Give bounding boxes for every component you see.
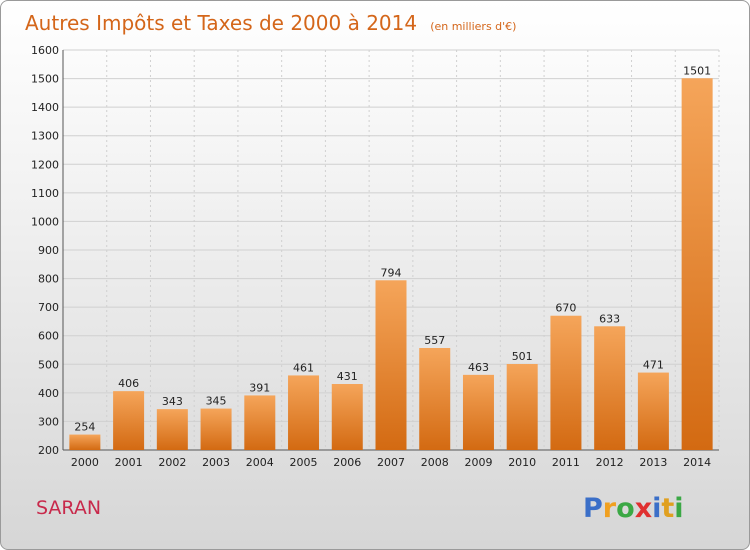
x-tick-label: 2009: [464, 456, 492, 469]
x-tick-label: 2011: [552, 456, 580, 469]
logo-letter: t: [661, 493, 674, 524]
y-tick-label: 1500: [31, 73, 59, 86]
x-tick-label: 2000: [71, 456, 99, 469]
y-tick-label: 300: [38, 415, 59, 428]
bar-value-label: 501: [512, 350, 533, 363]
bar: [375, 280, 407, 450]
chart-title-text: Autres Impôts et Taxes de 2000 à 2014: [25, 11, 417, 35]
bar: [637, 372, 669, 450]
y-tick-label: 400: [38, 387, 59, 400]
y-tick-label: 500: [38, 358, 59, 371]
x-tick-label: 2002: [158, 456, 186, 469]
logo-letter: i: [674, 493, 683, 524]
x-tick-label: 2013: [639, 456, 667, 469]
y-tick-label: 1600: [31, 44, 59, 57]
logo-letter: r: [603, 493, 617, 524]
y-tick-label: 600: [38, 330, 59, 343]
bar: [550, 315, 582, 450]
x-tick-label: 2012: [596, 456, 624, 469]
plot-area: 200 300 400 500 600 700 800 900 1000 1100 1200 1300…: [31, 44, 720, 469]
bar: [506, 364, 538, 450]
bar: [288, 375, 320, 450]
x-tick-label: 2014: [683, 456, 711, 469]
logo-letter: x: [635, 493, 652, 524]
x-tick-label: 2008: [421, 456, 449, 469]
logo-letter: P: [583, 493, 603, 524]
bar-value-label: 1501: [683, 64, 711, 77]
y-tick-label: 1200: [31, 158, 59, 171]
bar: [113, 391, 145, 450]
proxiti-logo: Proxiti: [583, 493, 684, 524]
bar-value-label: 461: [293, 361, 314, 374]
bar: [156, 409, 188, 450]
bar: [331, 384, 363, 450]
bar: [594, 326, 626, 450]
y-tick-label: 1400: [31, 101, 59, 114]
bar-value-label: 463: [468, 361, 489, 374]
y-tick-label: 1100: [31, 187, 59, 200]
logo-letter: o: [616, 493, 635, 524]
y-tick-label: 900: [38, 244, 59, 257]
bar-value-label: 431: [337, 370, 358, 383]
x-tick-label: 2004: [246, 456, 274, 469]
bar-value-label: 633: [599, 312, 620, 325]
bar-value-label: 254: [74, 421, 95, 434]
bar-value-label: 670: [555, 302, 576, 315]
bar: [244, 395, 276, 450]
bar-value-label: 343: [162, 395, 183, 408]
bar-value-label: 406: [118, 377, 139, 390]
x-tick-label: 2010: [508, 456, 536, 469]
bar: [200, 408, 232, 450]
y-tick-label: 1300: [31, 130, 59, 143]
logo-letter: i: [652, 493, 661, 524]
bar-value-label: 471: [643, 359, 664, 372]
bar: [681, 78, 713, 451]
bar-value-label: 794: [381, 266, 402, 279]
bar: [419, 348, 451, 450]
x-tick-label: 2003: [202, 456, 230, 469]
y-tick-label: 1000: [31, 215, 59, 228]
bar: [69, 434, 101, 450]
y-tick-label: 800: [38, 273, 59, 286]
x-tick-label: 2005: [290, 456, 318, 469]
bar: [462, 374, 494, 450]
chart-title: Autres Impôts et Taxes de 2000 à 2014 (e…: [25, 11, 516, 35]
bar-value-label: 557: [424, 334, 445, 347]
y-tick-label: 700: [38, 301, 59, 314]
bar-value-label: 391: [249, 381, 270, 394]
chart-unit-label: (en milliers d'€): [430, 20, 516, 33]
x-tick-label: 2007: [377, 456, 405, 469]
y-tick-label: 200: [38, 444, 59, 457]
commune-name: SARAN: [36, 497, 101, 519]
x-tick-label: 2006: [333, 456, 361, 469]
bar-value-label: 345: [206, 395, 227, 408]
x-tick-label: 2001: [115, 456, 143, 469]
